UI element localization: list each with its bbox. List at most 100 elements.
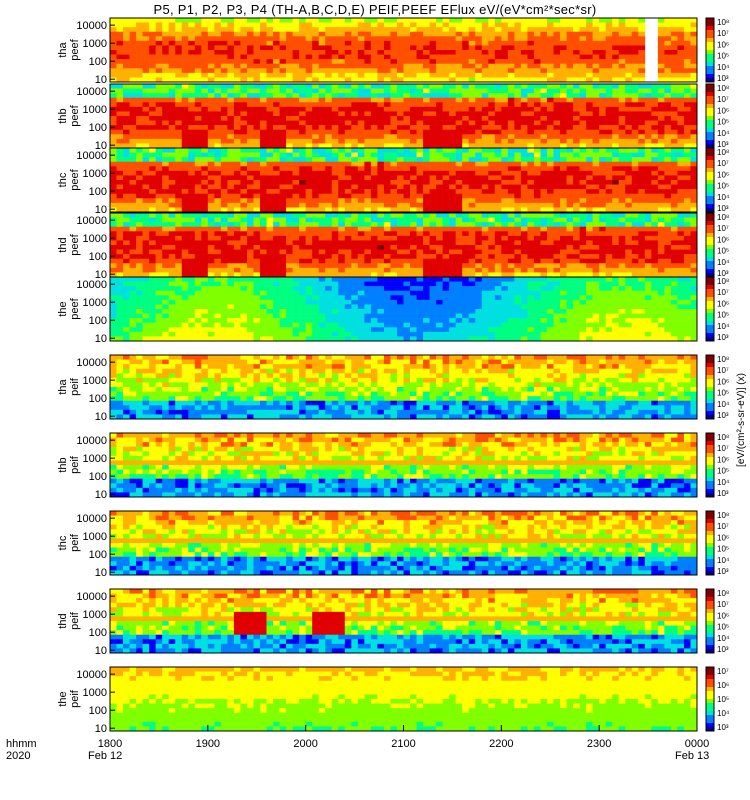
heatmap-cell bbox=[325, 217, 333, 223]
heatmap-cell bbox=[116, 40, 124, 46]
heatmap-cell bbox=[266, 263, 274, 269]
heatmap-cell bbox=[325, 116, 333, 121]
heatmap-cell bbox=[149, 184, 156, 190]
heatmap-cell bbox=[273, 157, 280, 163]
heatmap-cell bbox=[631, 84, 639, 89]
heatmap-cell bbox=[123, 157, 130, 163]
heatmap-cell bbox=[168, 254, 176, 260]
heatmap-cell bbox=[533, 36, 541, 42]
heatmap-cell bbox=[273, 54, 280, 60]
heatmap-cell bbox=[579, 235, 587, 241]
heatmap-cell bbox=[527, 72, 535, 78]
heatmap-cell bbox=[396, 152, 404, 158]
heatmap-cell bbox=[299, 180, 306, 185]
heatmap-cell bbox=[462, 180, 470, 185]
heatmap-cell bbox=[586, 77, 593, 83]
heatmap-cell bbox=[318, 157, 326, 163]
heatmap-cell bbox=[377, 240, 385, 246]
heatmap-cell bbox=[612, 152, 620, 158]
heatmap-cell bbox=[553, 72, 561, 78]
heatmap-cell bbox=[416, 68, 424, 74]
heatmap-cell bbox=[253, 84, 261, 89]
heatmap-cell bbox=[220, 77, 228, 83]
heatmap-cell bbox=[318, 27, 326, 33]
heatmap-cell bbox=[344, 111, 352, 117]
heatmap-cell bbox=[612, 84, 620, 89]
heatmap-cell bbox=[123, 120, 130, 126]
colorbar-segment bbox=[706, 70, 714, 75]
heatmap-cell bbox=[396, 245, 404, 250]
heatmap-cell bbox=[168, 143, 176, 149]
heatmap-cell bbox=[592, 198, 600, 204]
heatmap-cell bbox=[188, 254, 196, 260]
heatmap-cell bbox=[312, 207, 320, 213]
heatmap-cell bbox=[357, 93, 365, 99]
heatmap-cell bbox=[423, 50, 430, 55]
heatmap-cell bbox=[449, 222, 456, 228]
heatmap-cell bbox=[227, 129, 235, 135]
heatmap-cell bbox=[266, 189, 274, 195]
heatmap-cell bbox=[540, 31, 548, 37]
heatmap-cell bbox=[449, 272, 456, 278]
heatmap-cell bbox=[631, 18, 639, 23]
heatmap-cell bbox=[390, 170, 398, 176]
heatmap-cell bbox=[194, 143, 202, 149]
heatmap-cell bbox=[573, 45, 580, 51]
heatmap-cell bbox=[227, 18, 235, 23]
heatmap-cell bbox=[357, 166, 365, 172]
heatmap-cell bbox=[260, 40, 267, 46]
heatmap-cell bbox=[403, 207, 411, 213]
heatmap-cell bbox=[416, 152, 424, 158]
heatmap-cell bbox=[136, 18, 143, 23]
heatmap-cell bbox=[514, 175, 522, 181]
heatmap-cell bbox=[494, 77, 502, 83]
heatmap-cell bbox=[520, 180, 528, 185]
heatmap-cell bbox=[351, 222, 359, 228]
heatmap-cell bbox=[194, 263, 202, 269]
heatmap-cell bbox=[566, 226, 574, 232]
heatmap-cell bbox=[442, 213, 450, 218]
heatmap-cell bbox=[168, 129, 176, 135]
heatmap-cell bbox=[246, 106, 254, 112]
heatmap-cell bbox=[423, 263, 430, 269]
heatmap-cell bbox=[566, 166, 574, 172]
heatmap-cell bbox=[123, 138, 130, 144]
heatmap-cell bbox=[292, 267, 300, 273]
heatmap-cell bbox=[227, 84, 235, 89]
heatmap-cell bbox=[370, 175, 378, 181]
heatmap-cell bbox=[175, 97, 183, 103]
heatmap-cell bbox=[403, 189, 411, 195]
heatmap-cell bbox=[253, 198, 261, 204]
heatmap-cell bbox=[546, 184, 554, 190]
heatmap-cell bbox=[390, 175, 398, 181]
heatmap-cell bbox=[220, 249, 228, 255]
heatmap-cell bbox=[631, 170, 639, 176]
heatmap-cell bbox=[403, 222, 411, 228]
heatmap-cell bbox=[462, 170, 470, 176]
heatmap-cell bbox=[449, 152, 456, 158]
heatmap-cell bbox=[116, 166, 124, 172]
heatmap-cell bbox=[227, 175, 235, 181]
heatmap-cell bbox=[494, 31, 502, 37]
heatmap-cell bbox=[651, 129, 659, 135]
heatmap-cell bbox=[240, 263, 248, 269]
heatmap-cell bbox=[579, 207, 587, 213]
heatmap-cell bbox=[651, 193, 659, 199]
heatmap-cell bbox=[488, 161, 496, 167]
heatmap-cell bbox=[507, 217, 515, 223]
colorbar-segment bbox=[706, 38, 714, 43]
heatmap-cell bbox=[455, 240, 463, 246]
heatmap-cell bbox=[507, 170, 515, 176]
heatmap-cell bbox=[631, 111, 639, 117]
heatmap-cell bbox=[599, 36, 606, 42]
heatmap-cell bbox=[462, 161, 470, 167]
heatmap-cell bbox=[116, 97, 124, 103]
heatmap-cell bbox=[468, 263, 476, 269]
heatmap-cell bbox=[123, 166, 130, 172]
heatmap-cell bbox=[683, 22, 691, 28]
heatmap-cell bbox=[566, 249, 574, 255]
heatmap-cell bbox=[383, 102, 391, 108]
heatmap-cell bbox=[357, 258, 365, 264]
heatmap-cell bbox=[618, 22, 626, 28]
heatmap-cell bbox=[390, 240, 398, 246]
